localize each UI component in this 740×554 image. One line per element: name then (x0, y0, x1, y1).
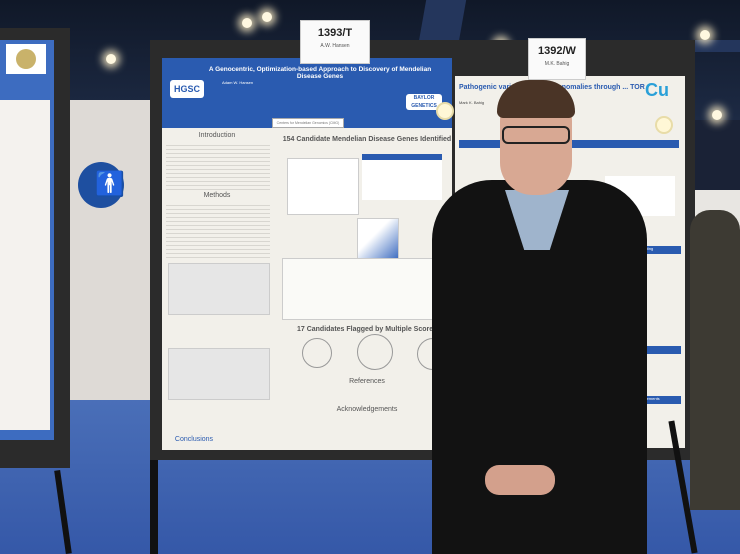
university-seal-logo (6, 44, 46, 74)
methods-text (166, 202, 270, 260)
person-icon: 🚹 (95, 171, 125, 198)
board-label-card: 1393/T A.W. Hansen (300, 20, 370, 64)
board-number: 1392/W (538, 45, 576, 57)
figure-heatmap (357, 218, 399, 260)
ceiling-light (106, 54, 116, 64)
board-label-card: 1392/W M.K. Bahig (528, 38, 586, 80)
figure-scatter-grid (282, 258, 452, 320)
intro-text (166, 142, 270, 192)
main-poster: A Genocentric, Optimization-based Approa… (162, 58, 452, 450)
figure-analysis-strategy (168, 348, 270, 400)
presenter-hands (485, 465, 555, 495)
table-1 (362, 154, 442, 200)
section-heading: 17 Candidates Flagged by Multiple Scores (296, 326, 438, 333)
presenter-glasses (502, 126, 570, 144)
section-heading: References (349, 378, 385, 385)
board-number: 1393/T (317, 27, 353, 39)
ceiling-light (262, 12, 272, 22)
award-ribbon (436, 102, 454, 120)
venn-diagram (302, 338, 332, 368)
back-wall (70, 100, 160, 400)
left-poster-body (0, 100, 50, 430)
presenter-name: A.W. Hansen (320, 43, 350, 49)
left-poster-board (0, 28, 70, 468)
cmg-box: Centers for Mendelian Genomics (CMG) (272, 118, 344, 128)
award-ribbon (655, 116, 673, 134)
section-heading: Acknowledgements (336, 406, 398, 413)
hgsc-logo: HGSC (170, 80, 204, 98)
presenter-name: M.K. Bahig (544, 61, 570, 67)
presenter-hair (497, 80, 575, 118)
figure-pipeline (168, 263, 270, 315)
section-heading: Conclusions (174, 436, 214, 443)
section-heading: Introduction (198, 132, 236, 139)
section-heading: 154 Candidate Mendelian Disease Genes Id… (282, 136, 452, 143)
venn-diagram (357, 334, 393, 370)
ceiling-light (242, 18, 252, 28)
poster-authors: Adam W. Hansen (222, 80, 254, 85)
background-person (690, 210, 740, 510)
poster-header: A Genocentric, Optimization-based Approa… (162, 58, 452, 128)
poster-title: A Genocentric, Optimization-based Approa… (208, 66, 432, 80)
right-poster-author: Mark K. Bahig (459, 100, 485, 105)
ceiling-light (700, 30, 710, 40)
left-poster (0, 40, 54, 440)
baylor-genetics-logo: BAYLOR GENETICS (406, 94, 442, 110)
figure-line-plot (287, 158, 359, 215)
ceiling-light (712, 110, 722, 120)
easel-leg (150, 460, 158, 554)
cu-logo: Cu (645, 80, 669, 100)
restroom-sign: 🚹 (78, 162, 125, 208)
section-heading: Methods (203, 192, 231, 199)
